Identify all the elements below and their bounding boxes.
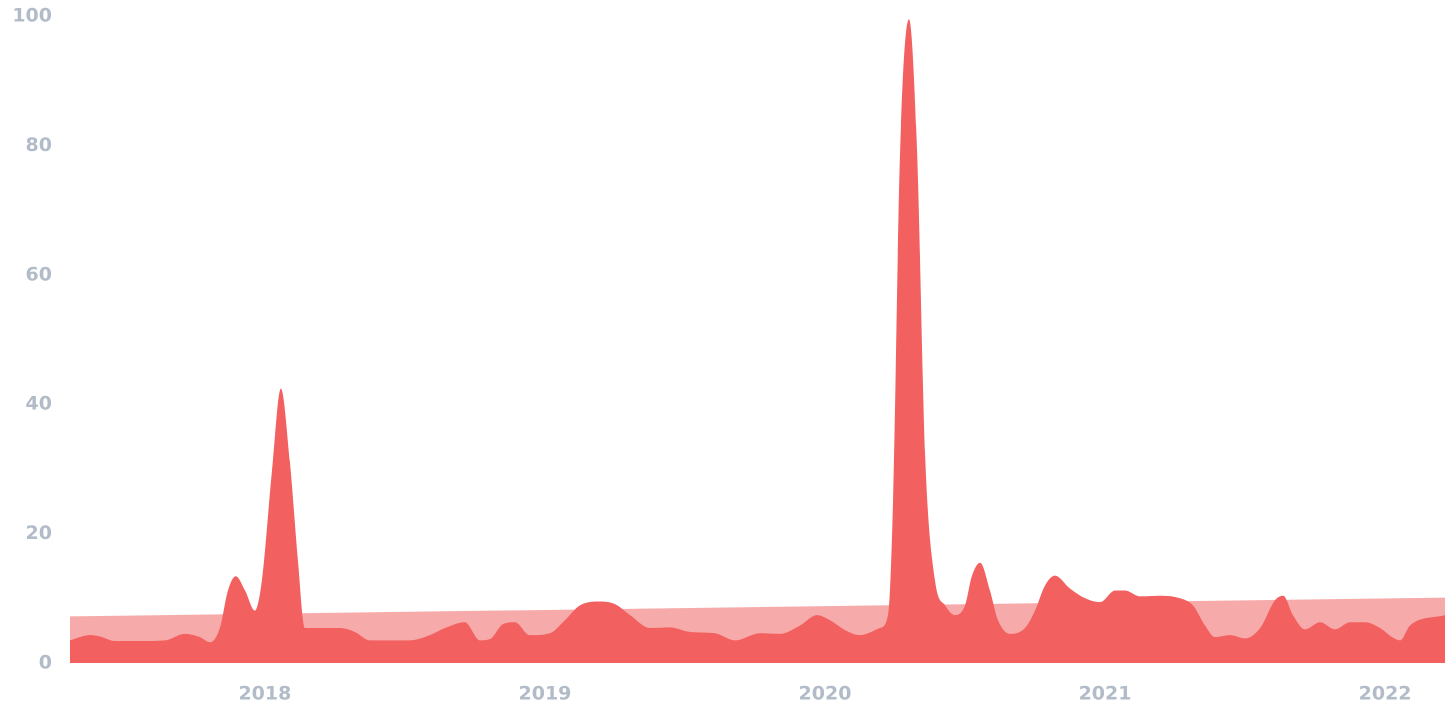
x-tick-label: 2018 [238, 683, 291, 705]
area [70, 19, 1445, 664]
y-tick-label: 100 [12, 5, 52, 27]
y-tick-label: 60 [26, 263, 52, 285]
x-tick-label: 2020 [799, 683, 852, 705]
x-tick-label: 2019 [519, 683, 572, 705]
y-tick-label: 80 [26, 134, 52, 156]
y-tick-label: 0 [39, 652, 52, 674]
y-tick-label: 20 [26, 522, 52, 544]
x-tick-label: 2022 [1359, 683, 1412, 705]
x-tick-label: 2021 [1079, 683, 1132, 705]
y-tick-label: 40 [26, 393, 52, 415]
